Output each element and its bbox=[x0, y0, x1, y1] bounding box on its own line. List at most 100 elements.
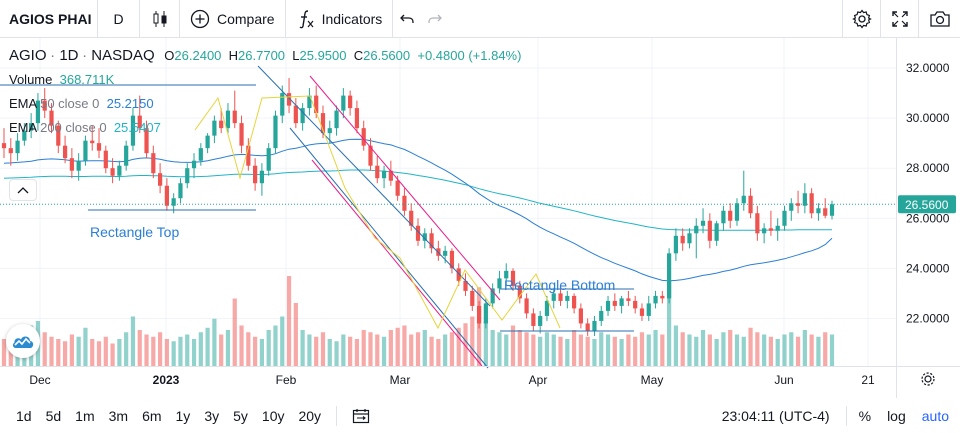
zigzag-line bbox=[194, 95, 561, 330]
volume-bar bbox=[354, 339, 360, 366]
snapshot-button[interactable] bbox=[918, 0, 960, 38]
candle-body bbox=[76, 160, 81, 171]
volume-bar bbox=[504, 334, 509, 366]
timezone-clock[interactable]: 23:04:11 (UTC-4) bbox=[721, 407, 830, 424]
plus-circle-icon bbox=[190, 9, 210, 28]
fullscreen-button[interactable] bbox=[880, 0, 918, 38]
candle-body bbox=[551, 293, 556, 301]
candle-body bbox=[456, 268, 461, 281]
candle-body bbox=[775, 225, 780, 231]
time-axis-label: 2023 bbox=[153, 373, 180, 387]
candle-body bbox=[571, 295, 577, 309]
top-toolbar: AGIOS PHAI D Compare Indicators bbox=[0, 0, 960, 38]
undo-button[interactable] bbox=[393, 0, 421, 38]
candle-body bbox=[802, 193, 807, 206]
ema200-line bbox=[3, 169, 832, 231]
volume-bar bbox=[646, 334, 651, 366]
candle-body bbox=[517, 285, 522, 299]
candle-body bbox=[592, 320, 597, 331]
range-button-5y[interactable]: 5y bbox=[233, 407, 248, 424]
volume-bar bbox=[348, 336, 353, 366]
candle-body bbox=[90, 140, 95, 144]
volume-bar bbox=[694, 336, 699, 366]
candle-body bbox=[157, 173, 163, 186]
interval-button[interactable]: D bbox=[98, 0, 140, 38]
volume-bar bbox=[42, 332, 47, 366]
volume-bar bbox=[660, 334, 665, 366]
chart-pane[interactable]: Rectangle Top Rectangle Bottom 32.0000 30.… bbox=[0, 38, 960, 398]
candle-body bbox=[96, 143, 102, 151]
volume-bar bbox=[483, 321, 488, 366]
candle-body bbox=[388, 170, 393, 181]
axis-settings-icon[interactable] bbox=[921, 372, 935, 386]
percent-scale-toggle[interactable]: % bbox=[858, 407, 872, 424]
log-scale-toggle[interactable]: log bbox=[887, 407, 906, 424]
range-button-1d[interactable]: 1d bbox=[16, 407, 32, 424]
candle-body bbox=[307, 95, 312, 109]
bottom-divider bbox=[336, 405, 338, 426]
symbol-search-button[interactable]: AGIOS PHAI bbox=[0, 0, 98, 38]
candle-body bbox=[259, 170, 265, 184]
volume-bar bbox=[375, 334, 380, 366]
range-button-20y[interactable]: 20y bbox=[298, 407, 322, 424]
candle-body bbox=[829, 204, 835, 216]
candle-body bbox=[375, 165, 380, 179]
candle-body bbox=[653, 295, 658, 304]
volume-bar bbox=[585, 336, 590, 366]
volume-bar bbox=[225, 330, 231, 366]
candle-body bbox=[639, 308, 645, 316]
range-button-5d[interactable]: 5d bbox=[45, 407, 62, 424]
volume-bar bbox=[83, 327, 88, 366]
compare-button[interactable]: Compare bbox=[180, 0, 286, 38]
auto-scale-toggle[interactable]: auto bbox=[921, 407, 949, 424]
candle-body bbox=[768, 228, 774, 231]
volume-bar bbox=[117, 339, 122, 366]
chevron-up-icon bbox=[17, 187, 29, 194]
range-button-1y[interactable]: 1y bbox=[175, 407, 191, 424]
price-axis-label: 22.0000 bbox=[906, 311, 950, 325]
range-button-6m[interactable]: 6m bbox=[142, 407, 162, 424]
candle-body bbox=[110, 168, 115, 176]
range-button-3y[interactable]: 3y bbox=[204, 407, 220, 424]
volume-bar bbox=[280, 316, 285, 366]
candle-body bbox=[490, 288, 495, 304]
compare-label: Compare bbox=[217, 10, 275, 27]
candle-body bbox=[463, 280, 468, 291]
bottom-divider-right bbox=[845, 405, 847, 426]
candle-body bbox=[117, 165, 122, 176]
chart-style-button[interactable] bbox=[140, 0, 180, 38]
candle-body bbox=[721, 210, 726, 224]
candle-body bbox=[348, 95, 353, 109]
last-price-badge bbox=[898, 195, 956, 214]
legend-collapse-button[interactable] bbox=[9, 179, 37, 201]
volume-bar bbox=[110, 343, 115, 366]
volume-bar bbox=[762, 334, 767, 366]
tradingview-logo-badge[interactable] bbox=[6, 324, 40, 358]
volume-bar bbox=[565, 339, 570, 366]
volume-bar bbox=[239, 325, 244, 366]
indicators-button[interactable]: Indicators bbox=[286, 0, 394, 38]
volume-bar bbox=[802, 330, 807, 366]
candle-body bbox=[809, 193, 814, 214]
rectangle-bottom-label: Rectangle Bottom bbox=[504, 277, 615, 293]
volume-bar bbox=[198, 332, 203, 366]
redo-button[interactable] bbox=[421, 0, 449, 38]
time-axis-label: Jun bbox=[774, 373, 793, 387]
range-button-10y[interactable]: 10y bbox=[261, 407, 285, 424]
candle-body bbox=[734, 203, 740, 221]
date-range-button[interactable] bbox=[345, 398, 377, 433]
candle-body bbox=[673, 235, 679, 254]
volume-bar bbox=[538, 336, 543, 366]
price-chart[interactable]: Rectangle Top Rectangle Bottom 32.0000 30.… bbox=[0, 38, 960, 398]
volume-bar bbox=[253, 336, 258, 366]
candle-body bbox=[612, 300, 617, 306]
settings-button[interactable] bbox=[842, 0, 880, 38]
candle-body bbox=[35, 100, 41, 124]
range-button-1m[interactable]: 1m bbox=[75, 407, 95, 424]
volume-bar bbox=[76, 336, 81, 366]
candle-body bbox=[198, 148, 203, 161]
volume-bar bbox=[829, 334, 835, 366]
candle-body bbox=[164, 185, 169, 206]
candle-body bbox=[816, 208, 821, 214]
range-button-3m[interactable]: 3m bbox=[108, 407, 129, 424]
